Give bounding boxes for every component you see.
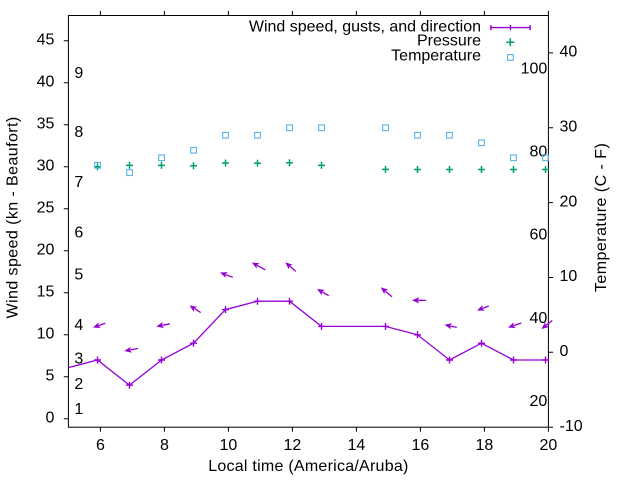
svg-text:8: 8 [74,124,83,141]
svg-text:-10: -10 [560,418,583,435]
svg-text:20: 20 [560,193,578,210]
svg-text:8: 8 [160,437,169,454]
svg-text:100: 100 [521,60,548,77]
svg-text:30: 30 [560,119,578,136]
svg-text:12: 12 [284,437,302,454]
svg-text:14: 14 [348,437,366,454]
svg-text:6: 6 [96,437,105,454]
svg-text:10: 10 [37,326,55,343]
svg-text:60: 60 [530,227,548,244]
svg-text:35: 35 [37,115,55,132]
svg-text:0: 0 [45,410,54,427]
svg-text:16: 16 [412,437,430,454]
svg-text:20: 20 [530,393,548,410]
svg-text:Local time (America/Aruba): Local time (America/Aruba) [208,458,408,475]
svg-text:7: 7 [74,174,83,191]
svg-text:Pressure: Pressure [417,33,481,50]
svg-text:15: 15 [37,284,55,301]
svg-text:20: 20 [540,437,558,454]
svg-text:4: 4 [74,317,83,334]
svg-text:5: 5 [74,267,83,284]
svg-text:1: 1 [74,401,83,418]
svg-text:40: 40 [530,310,548,327]
svg-text:18: 18 [476,437,494,454]
svg-text:45: 45 [37,31,55,48]
svg-text:9: 9 [74,65,83,82]
svg-text:Temperature (C - F): Temperature (C - F) [593,143,610,292]
svg-text:10: 10 [220,437,238,454]
svg-text:10: 10 [560,268,578,285]
svg-text:40: 40 [560,44,578,61]
svg-text:30: 30 [37,157,55,174]
svg-text:40: 40 [37,73,55,90]
svg-text:3: 3 [74,351,83,368]
svg-text:2: 2 [74,376,83,393]
svg-text:Temperature: Temperature [391,47,481,64]
svg-text:20: 20 [37,242,55,259]
svg-text:5: 5 [45,368,54,385]
svg-text:Wind speed, gusts, and directi: Wind speed, gusts, and direction [249,18,481,35]
svg-text:25: 25 [37,199,55,216]
svg-text:Wind speed (kn - Beaufort): Wind speed (kn - Beaufort) [5,116,22,318]
svg-text:6: 6 [74,225,83,242]
svg-text:0: 0 [560,343,569,360]
svg-text:80: 80 [530,143,548,160]
